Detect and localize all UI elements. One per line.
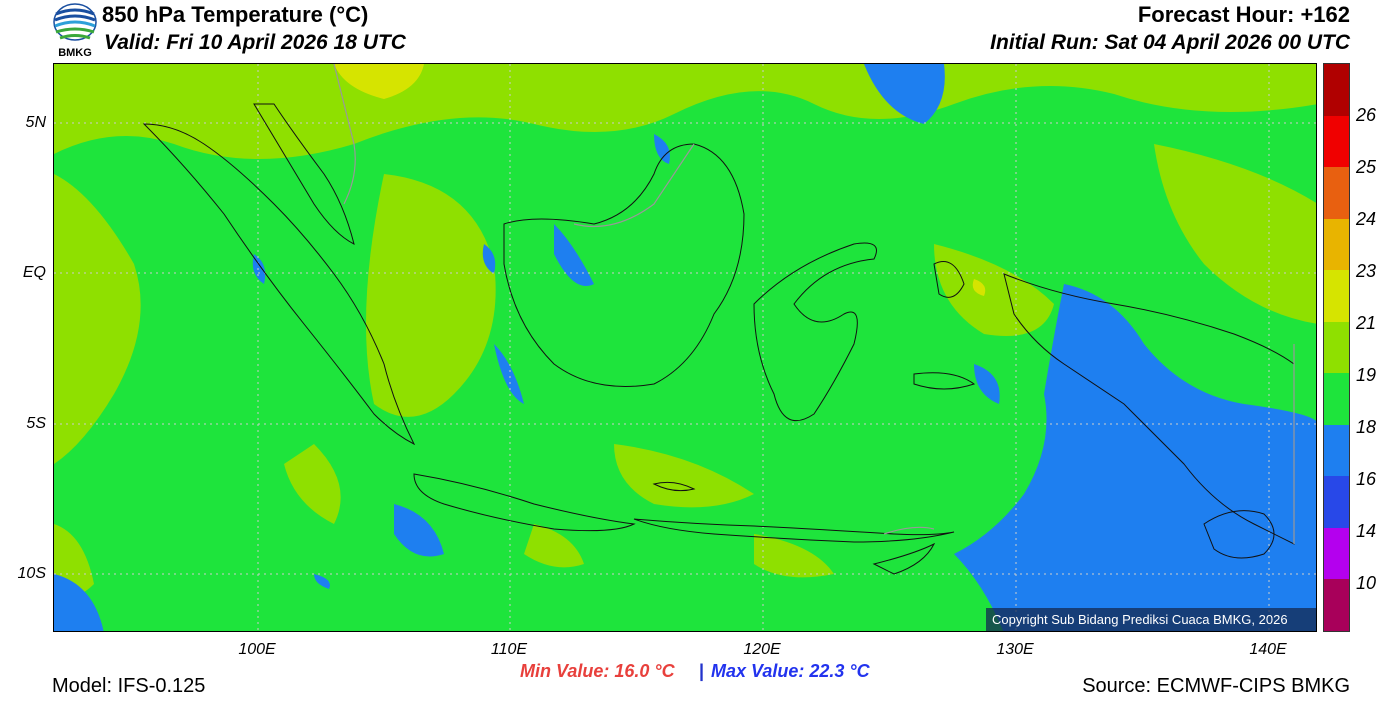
colorbar-label: 21 xyxy=(1356,313,1377,333)
coast-timor xyxy=(872,542,936,575)
colorbar-label: 23 xyxy=(1356,261,1377,281)
coast-halmahera xyxy=(933,261,965,298)
border-line xyxy=(573,143,695,228)
cool-patch xyxy=(314,574,330,589)
warm-patch xyxy=(934,244,1054,336)
colorbar-segment xyxy=(1324,321,1349,374)
coast-lesser-sunda xyxy=(633,518,955,543)
cool-patch xyxy=(974,364,1000,404)
source-label: Source: ECMWF-CIPS BMKG xyxy=(1082,675,1350,697)
lon-label-120e: 120E xyxy=(743,641,781,658)
lon-label-110e: 110E xyxy=(490,641,528,658)
coast-seram xyxy=(913,372,976,390)
colorbar-label: 24 xyxy=(1356,209,1377,229)
colorbar-label: 14 xyxy=(1356,521,1377,541)
initial-run: Initial Run: Sat 04 April 2026 00 UTC xyxy=(990,31,1350,54)
coast-australia xyxy=(1203,510,1275,559)
stats-separator: | xyxy=(699,661,705,681)
cool-patch xyxy=(252,254,266,284)
coast-flores xyxy=(652,481,696,492)
valid-time: Valid: Fri 10 April 2026 18 UTC xyxy=(104,31,406,54)
max-value: Max Value: 22.3 °C xyxy=(711,661,870,681)
coast-java xyxy=(413,473,636,532)
coastlines xyxy=(142,103,1295,575)
map-title: 850 hPa Temperature (°C) xyxy=(102,2,369,27)
colorbar-segment xyxy=(1324,527,1349,580)
cool-patch xyxy=(54,574,104,631)
cool-patch xyxy=(864,64,945,124)
cool-patch xyxy=(654,134,670,164)
hot-patch xyxy=(334,64,424,99)
cool-patch xyxy=(494,344,524,404)
warm-patch xyxy=(1154,144,1316,324)
lat-label-5n: 5N xyxy=(25,114,46,131)
colorbar-segment xyxy=(1324,424,1349,477)
warm-patch xyxy=(524,524,584,568)
colorbar-segment xyxy=(1324,218,1349,271)
colorbar-label: 18 xyxy=(1356,417,1377,437)
warm-patch xyxy=(614,444,754,508)
coast-papua xyxy=(1003,273,1295,545)
lon-label-130e: 130E xyxy=(996,641,1034,658)
model-label: Model: IFS-0.125 xyxy=(52,675,206,697)
colorbar-label: 10 xyxy=(1356,573,1377,593)
colorbar-segment xyxy=(1324,579,1349,632)
hot-patches xyxy=(334,64,986,296)
warm-patch xyxy=(54,174,141,464)
cool-patches xyxy=(54,64,1316,631)
colorbar-label: 19 xyxy=(1356,365,1377,385)
colorbar-segment xyxy=(1324,373,1349,426)
colorbar xyxy=(1323,63,1350,632)
coast-borneo xyxy=(503,143,745,387)
lon-label-100e: 100E xyxy=(238,641,276,658)
map-canvas xyxy=(54,64,1316,631)
warm-patch xyxy=(366,174,496,417)
temperature-map[interactable] xyxy=(53,63,1317,632)
lat-label-eq: EQ xyxy=(22,264,46,281)
lat-label-5s: 5S xyxy=(26,415,46,432)
min-value: Min Value: 16.0 °C xyxy=(520,661,675,681)
coast-sumatra xyxy=(142,123,416,446)
coast-peninsula xyxy=(253,103,355,245)
forecast-hour: Forecast Hour: +162 xyxy=(1137,2,1350,27)
logo-text: BMKG xyxy=(58,47,92,59)
colorbar-segment xyxy=(1324,270,1349,323)
lon-label-140e: 140E xyxy=(1249,641,1287,658)
cool-patch xyxy=(394,504,444,557)
bmkg-logo-icon xyxy=(53,3,97,41)
country-borders xyxy=(333,64,1295,544)
warm-patch xyxy=(754,534,834,578)
colorbar-segment xyxy=(1324,115,1349,168)
coast-sulawesi xyxy=(753,242,877,422)
hot-patch xyxy=(972,279,986,296)
lat-label-10s: 10S xyxy=(17,565,46,582)
colorbar-label: 25 xyxy=(1356,157,1377,177)
border-line xyxy=(333,64,356,205)
cool-patch xyxy=(954,284,1316,631)
copyright-notice: Copyright Sub Bidang Prediksi Cuaca BMKG… xyxy=(986,608,1316,631)
colorbar-segment xyxy=(1324,64,1349,117)
warm-patch xyxy=(284,444,341,524)
cool-patch xyxy=(554,224,594,286)
cool-patch xyxy=(482,244,496,274)
colorbar-label: 26 xyxy=(1356,105,1377,125)
border-line xyxy=(883,526,935,535)
colorbar-segment xyxy=(1324,167,1349,220)
colorbar-segment xyxy=(1324,476,1349,529)
colorbar-label: 16 xyxy=(1356,469,1377,489)
